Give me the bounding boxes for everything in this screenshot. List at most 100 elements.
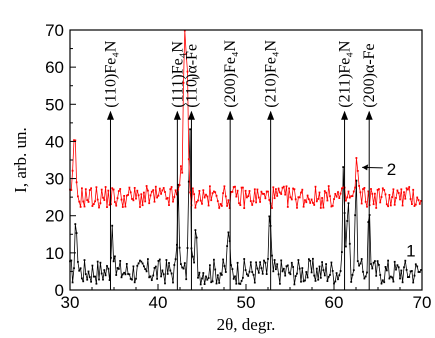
data-point <box>272 270 275 273</box>
data-point <box>290 198 293 201</box>
data-point <box>187 180 190 183</box>
data-point <box>363 277 366 280</box>
data-point <box>227 231 230 234</box>
curve-2-arrowhead <box>362 164 369 171</box>
data-point <box>79 206 82 208</box>
data-point <box>172 281 174 284</box>
data-point <box>215 282 218 285</box>
data-point <box>263 259 265 262</box>
data-point <box>282 185 285 188</box>
data-point <box>304 279 306 282</box>
data-point <box>420 269 422 271</box>
data-point <box>317 198 320 200</box>
data-point <box>381 187 384 190</box>
data-point <box>139 259 141 262</box>
data-point <box>255 261 257 264</box>
data-point <box>230 191 232 193</box>
data-point <box>348 196 351 199</box>
data-point <box>256 188 259 191</box>
data-point <box>330 261 333 264</box>
data-point <box>329 274 331 276</box>
data-point <box>164 282 166 285</box>
data-point <box>257 196 260 199</box>
data-point <box>124 273 127 276</box>
data-point <box>351 274 354 276</box>
data-point <box>154 185 157 188</box>
data-point <box>294 198 297 201</box>
data-point <box>277 273 280 276</box>
data-point <box>232 277 235 280</box>
data-point <box>317 278 320 281</box>
data-point <box>407 276 409 278</box>
data-point <box>412 281 415 284</box>
data-point <box>81 187 83 190</box>
data-point <box>286 264 289 267</box>
data-point <box>90 280 92 283</box>
data-point <box>355 179 358 182</box>
spectrum-2 <box>69 29 422 210</box>
data-point <box>202 272 205 274</box>
data-point <box>378 188 380 190</box>
data-point <box>292 266 294 268</box>
data-point <box>152 274 155 277</box>
y-tick-label: 50 <box>45 95 64 114</box>
data-point <box>319 207 322 209</box>
data-point <box>224 195 227 198</box>
data-point <box>181 266 184 269</box>
y-tick-label: 60 <box>45 58 64 77</box>
data-point <box>391 276 393 279</box>
data-point <box>248 190 251 192</box>
data-point <box>342 186 345 189</box>
data-point <box>84 188 87 191</box>
data-point <box>397 266 400 269</box>
data-point <box>140 260 143 263</box>
data-point <box>401 281 404 284</box>
peak-arrowhead <box>226 110 234 120</box>
x-tick-label: 30 <box>61 293 80 312</box>
data-point <box>408 276 411 278</box>
peak-annotation: (210)Fe₄N <box>263 39 280 290</box>
data-point <box>193 261 195 264</box>
data-point <box>391 196 393 198</box>
data-point <box>238 202 240 205</box>
data-point <box>267 190 269 193</box>
data-point <box>322 206 325 209</box>
data-point <box>318 265 321 268</box>
data-point <box>243 207 246 209</box>
data-point <box>232 186 235 188</box>
data-point <box>247 275 250 277</box>
data-point <box>91 264 94 267</box>
data-point <box>375 207 378 209</box>
data-point <box>87 270 90 273</box>
data-point <box>290 261 293 264</box>
y-axis-title: I, arb. un. <box>11 127 30 193</box>
data-point <box>173 196 176 198</box>
data-point <box>418 203 421 205</box>
data-point <box>74 223 77 225</box>
data-point <box>403 191 405 194</box>
data-point <box>348 242 351 245</box>
data-point <box>191 187 194 190</box>
data-point <box>385 269 388 272</box>
data-point <box>121 206 124 208</box>
data-point <box>102 278 104 281</box>
data-point <box>327 275 330 278</box>
data-point <box>177 183 180 186</box>
data-point <box>201 202 203 205</box>
data-point <box>333 198 335 200</box>
peak-arrowhead <box>106 110 114 120</box>
data-point <box>265 273 268 275</box>
data-point <box>275 268 277 271</box>
data-point <box>103 199 106 201</box>
data-point <box>230 264 232 266</box>
data-point <box>347 190 350 193</box>
data-point <box>88 189 91 191</box>
data-point <box>144 200 147 203</box>
data-point <box>224 271 227 273</box>
data-point <box>384 193 387 196</box>
data-point <box>417 271 420 273</box>
data-point <box>137 262 140 265</box>
data-point <box>414 263 417 266</box>
data-point <box>420 200 422 202</box>
data-point <box>319 276 322 279</box>
